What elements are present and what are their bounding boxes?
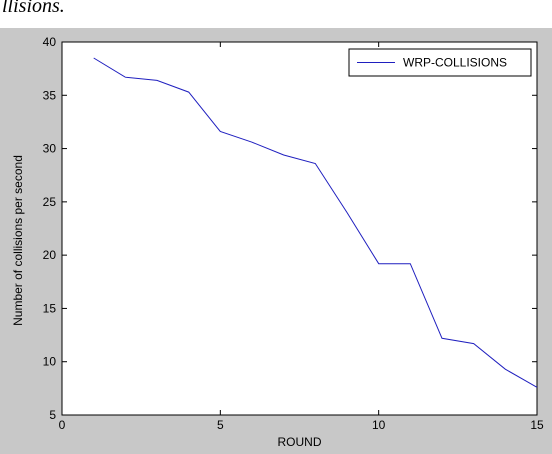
plot-area [61,41,538,416]
y-tick-label: 25 [43,195,57,209]
y-axis-label: Number of collisions per second [11,155,25,326]
y-tick-label: 15 [43,301,57,315]
x-tick-label: 5 [217,418,224,432]
y-tick-label: 5 [49,408,56,422]
legend-entry-wrp-collisions: WRP-COLLISIONS [403,56,507,70]
series-line-wrp-collisions [93,57,538,388]
x-tick-label: 10 [372,418,386,432]
y-tick-label: 10 [43,355,57,369]
axis-ticks [61,41,538,416]
y-tick-label: 35 [43,88,57,102]
x-axis-label: ROUND [278,435,322,449]
legend: WRP-COLLISIONS [348,48,532,77]
y-tick-label: 30 [43,142,57,156]
x-tick-label: 0 [59,418,66,432]
x-tick-label: 15 [530,418,544,432]
caption-fragment: llisions. [0,0,552,28]
y-tick-label: 40 [43,35,57,49]
y-tick-label: 20 [43,248,57,262]
